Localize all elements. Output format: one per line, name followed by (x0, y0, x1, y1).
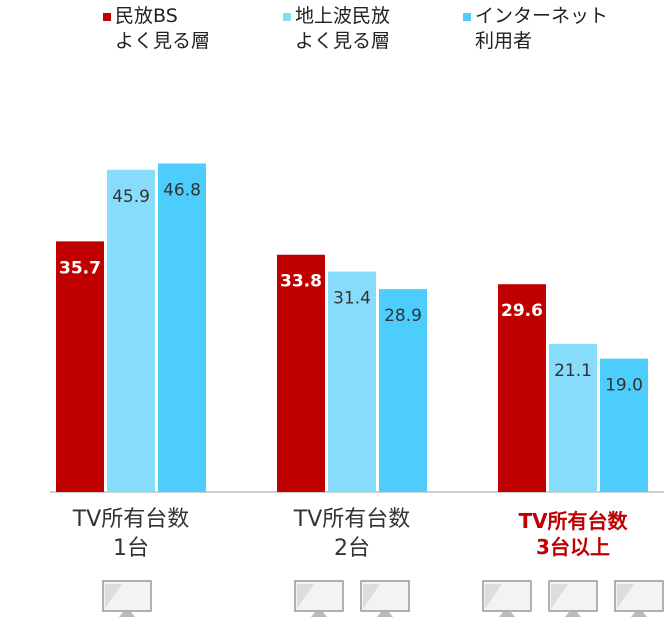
tv-icon-stand (311, 612, 327, 617)
tv-icon-glare (485, 584, 502, 609)
category-label: TV所有台数 1台 (72, 507, 190, 561)
value-label: 35.7 (59, 258, 101, 278)
category-label: TV所有台数 2台 (293, 507, 411, 561)
value-label: 31.4 (333, 289, 371, 309)
legend-swatch (463, 13, 471, 21)
legend-label: インターネット 利用者 (475, 5, 609, 52)
tv-icon-stand (377, 612, 393, 617)
bar (549, 343, 597, 492)
value-label: 29.6 (501, 301, 543, 321)
bar (379, 289, 427, 492)
tv-icon-glare (105, 584, 122, 609)
bar (600, 358, 648, 492)
tv-icon-stand (565, 612, 581, 617)
bar (158, 163, 206, 493)
legend-label: 民放BS よく見る層 (115, 5, 211, 52)
tv-icon-glare (363, 584, 380, 609)
bar (56, 241, 104, 492)
tv-icon-stand (499, 612, 515, 617)
value-label: 28.9 (384, 306, 422, 326)
bar (107, 169, 155, 493)
value-label: 33.8 (280, 272, 322, 292)
tv-icon-stand (119, 612, 135, 617)
value-label: 21.1 (554, 361, 592, 381)
value-label: 45.9 (112, 187, 150, 207)
bar (498, 284, 546, 492)
value-label: 19.0 (605, 376, 643, 396)
value-label: 46.8 (163, 180, 201, 200)
category-label: TV所有台数 3台以上 (518, 509, 628, 559)
tv-icon-glare (297, 584, 314, 609)
tv-icon-glare (551, 584, 568, 609)
legend-swatch (283, 13, 291, 21)
bar (328, 271, 376, 492)
tv-icon-glare (617, 584, 634, 609)
tv-icon-stand (631, 612, 647, 617)
legend-label: 地上波民放 よく見る層 (295, 5, 391, 52)
legend-swatch (103, 13, 111, 21)
bar (277, 254, 325, 492)
